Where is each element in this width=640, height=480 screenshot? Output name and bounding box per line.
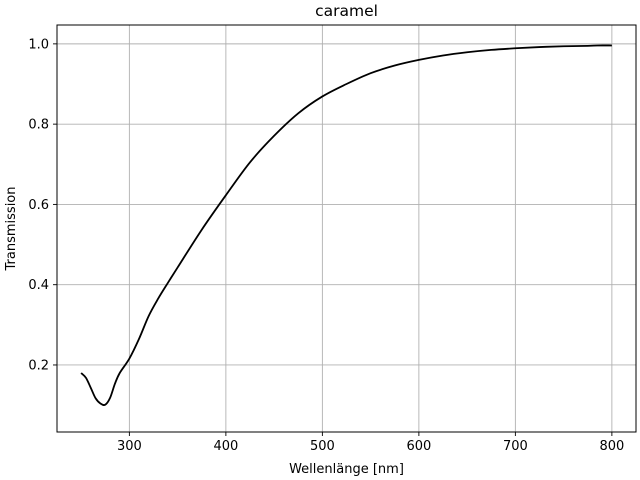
chart-title: caramel bbox=[315, 2, 378, 20]
x-tick-label: 600 bbox=[406, 439, 431, 454]
axis-ticks: 300 400 500 600 700 800 0.2 0.4 0.6 0.8 1.0 bbox=[28, 37, 624, 454]
plot-frame bbox=[56, 24, 637, 433]
x-tick-label: 300 bbox=[117, 439, 142, 454]
y-tick-label: 0.6 bbox=[28, 198, 49, 213]
x-tick-label: 400 bbox=[213, 439, 238, 454]
y-tick-label: 1.0 bbox=[28, 37, 49, 52]
series-line-caramel bbox=[80, 44, 612, 406]
y-tick-label: 0.2 bbox=[28, 358, 49, 373]
x-tick-label: 700 bbox=[503, 439, 528, 454]
x-tick-label: 800 bbox=[599, 439, 624, 454]
y-axis-title: Transmission bbox=[4, 187, 19, 272]
y-tick-label: 0.8 bbox=[28, 118, 49, 133]
x-tick-label: 500 bbox=[310, 439, 335, 454]
x-axis-title: Wellenlänge [nm] bbox=[289, 462, 404, 477]
y-tick-label: 0.4 bbox=[28, 278, 49, 293]
grid-lines bbox=[57, 25, 636, 432]
